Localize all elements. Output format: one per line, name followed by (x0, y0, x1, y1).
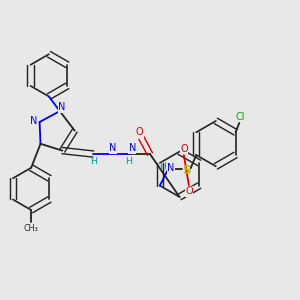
Text: H: H (159, 163, 166, 172)
Text: O: O (180, 144, 188, 154)
Text: CH₃: CH₃ (24, 224, 39, 232)
Text: N: N (129, 143, 136, 153)
Text: Cl: Cl (236, 112, 245, 122)
Text: O: O (185, 186, 193, 196)
Text: N: N (109, 143, 116, 153)
Text: H: H (125, 157, 132, 166)
Text: N: N (58, 102, 66, 112)
Text: N: N (30, 116, 37, 126)
Text: S: S (182, 164, 190, 177)
Text: O: O (136, 127, 143, 137)
Text: N: N (167, 163, 175, 173)
Text: H: H (91, 157, 98, 166)
